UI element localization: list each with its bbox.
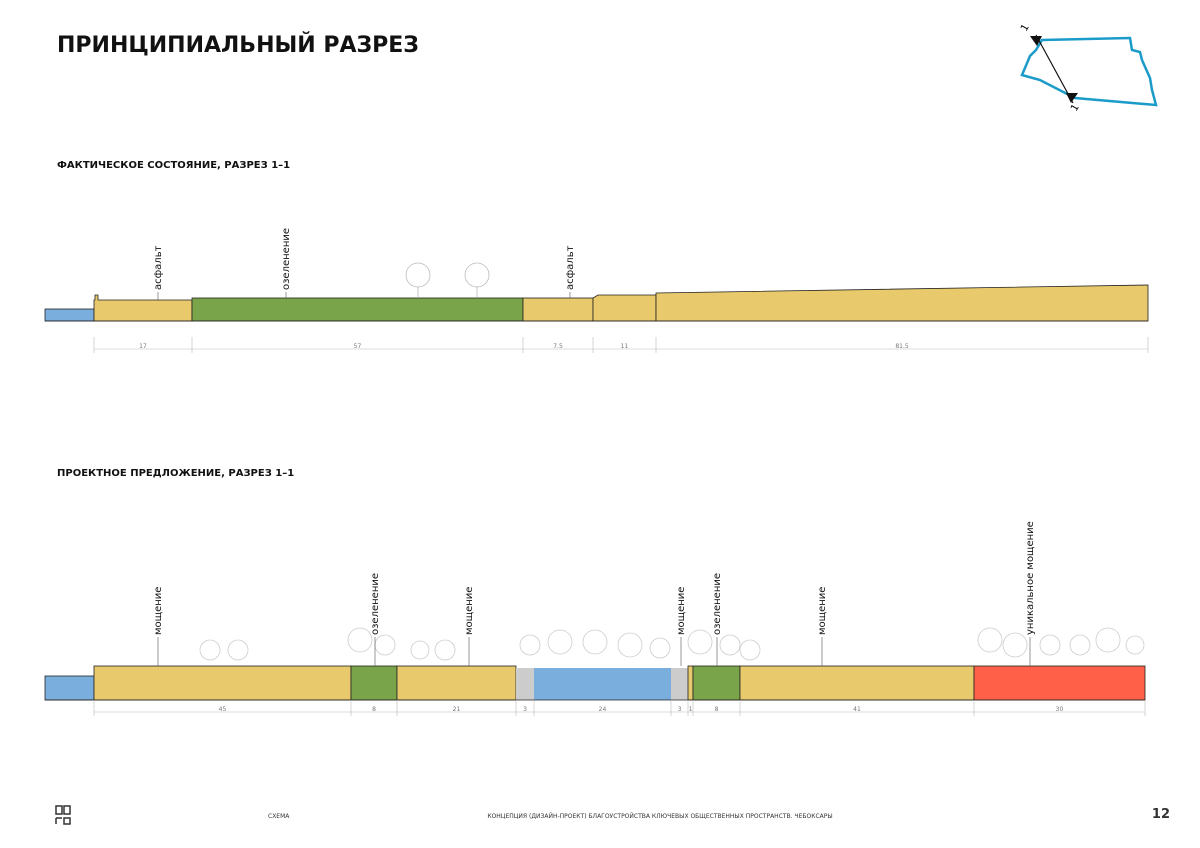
dimension-value: 8: [372, 706, 376, 713]
dimension-value: 41: [853, 706, 861, 713]
surface-label: озеленение: [712, 573, 723, 635]
surface-label: асфальт: [565, 245, 576, 290]
surface-label: мощение: [817, 587, 828, 635]
section-title: ПРОЕКТНОЕ ПРЕДЛОЖЕНИЕ, РАЗРЕЗ 1–1: [57, 468, 294, 479]
dimension-value: 45: [219, 706, 227, 713]
dimension-value: 7.5: [553, 343, 563, 350]
dimension-value: 21: [453, 706, 461, 713]
surface-label: мощение: [464, 587, 475, 635]
key-plan: 1 1: [1019, 22, 1158, 114]
cut-label: 1: [1069, 102, 1082, 113]
dimension-value: 81.5: [895, 343, 909, 350]
dimension-value: 57: [354, 343, 362, 350]
footer-left: СХЕМА: [268, 813, 290, 820]
page-number: 12: [1152, 807, 1170, 822]
dimension-value: 3: [523, 706, 527, 713]
section-title: ФАКТИЧЕСКОЕ СОСТОЯНИЕ, РАЗРЕЗ 1–1: [57, 160, 290, 171]
existing-section: [44, 262, 1149, 322]
cut-label: 1: [1019, 22, 1032, 33]
dimension-value: 1: [689, 706, 693, 713]
dimension-value: 8: [715, 706, 719, 713]
surface-label: мощение: [676, 587, 687, 635]
dimension-value: 11: [621, 343, 629, 350]
dimension-value: 24: [599, 706, 607, 713]
dimension-value: 17: [139, 343, 147, 350]
title: ПРИНЦИПИАЛЬНЫЙ РАЗРЕЗ: [57, 32, 419, 58]
surface-label: мощение: [153, 587, 164, 635]
surface-label: уникальное мощение: [1025, 521, 1036, 635]
surface-label: озеленение: [370, 573, 381, 635]
surface-label: озеленение: [281, 228, 292, 290]
dimension-value: 3: [678, 706, 682, 713]
proposal-section: [44, 627, 1146, 701]
logo: [55, 805, 71, 825]
dimension-value: 30: [1056, 706, 1064, 713]
surface-label: асфальт: [153, 245, 164, 290]
footer-center: КОНЦЕПЦИЯ (ДИЗАЙН-ПРОЕКТ) БЛАГОУСТРОЙСТВ…: [487, 813, 832, 820]
